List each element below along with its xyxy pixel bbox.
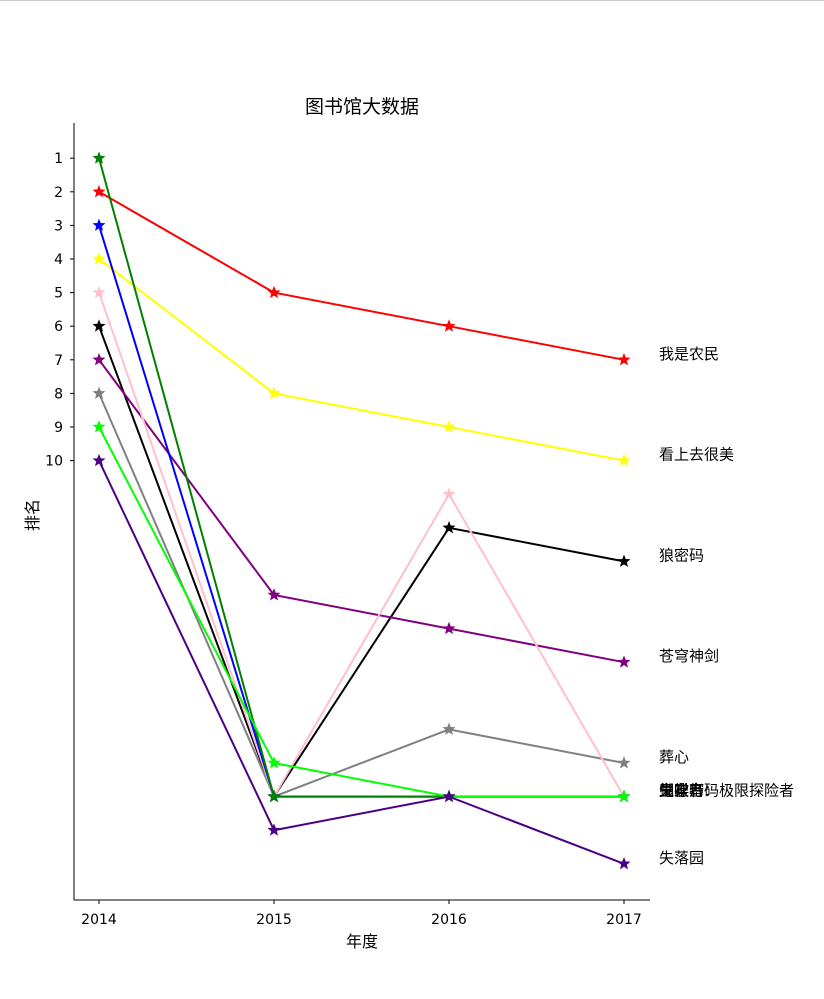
series-end-label: 狼密码 [659, 546, 704, 564]
series-line [98, 393, 625, 798]
data-point-star [92, 319, 106, 332]
data-point-star [267, 789, 281, 803]
series-end-label: 我是农民 [659, 345, 719, 363]
data-point-star [92, 453, 106, 467]
y-tick-label: 9 [54, 420, 63, 436]
data-point-star [442, 789, 456, 803]
x-axis-label: 年度 [346, 932, 378, 951]
data-point-star [617, 655, 631, 668]
data-point-star [442, 420, 456, 433]
x-tick-label: 2015 [256, 912, 292, 928]
x-tick-label: 2014 [81, 912, 117, 928]
series-line [98, 359, 625, 664]
window-top-border [0, 0, 824, 1]
y-tick-label: 8 [54, 386, 63, 402]
data-point-star [92, 184, 106, 198]
data-point-star [442, 722, 456, 735]
series-end-label: 天堂鸟 [659, 782, 704, 800]
series-line [98, 190, 625, 361]
y-tick-label: 10 [45, 454, 63, 470]
data-point-star [442, 487, 456, 500]
series-line [98, 258, 625, 462]
series-end-label: 苍穹神剑 [659, 647, 719, 665]
data-point-star [442, 621, 456, 635]
series-end-label: 葬心 [659, 748, 689, 766]
data-point-star [267, 823, 281, 836]
data-point-star [617, 789, 631, 803]
data-point-star [92, 285, 106, 299]
series-line [98, 157, 624, 798]
x-tick-label: 2016 [431, 912, 467, 928]
y-ticks: 1 2 3 4 5 6 7 8 9 10 [45, 151, 74, 470]
data-point-star [92, 386, 106, 399]
data-point-star [92, 252, 106, 265]
series-line [98, 325, 625, 799]
series-line [98, 225, 624, 798]
series-lines [98, 157, 625, 865]
data-point-star [267, 588, 281, 601]
data-point-star [92, 352, 106, 366]
series-line [98, 426, 624, 798]
y-tick-label: 7 [54, 353, 63, 369]
series-end-label: 生存者：极限探险者 [659, 782, 794, 800]
data-point-star [617, 554, 631, 567]
series-end-label: 失落园 [659, 849, 704, 867]
data-point-star [267, 285, 281, 299]
y-tick-label: 1 [54, 151, 63, 167]
x-tick-label: 2017 [606, 912, 642, 928]
series-line [98, 292, 625, 799]
x-ticks: 2014 2015 2016 2017 [81, 900, 642, 928]
y-tick-label: 4 [54, 252, 63, 268]
data-point-star [92, 151, 106, 164]
y-tick-label: 6 [54, 319, 63, 335]
data-point-star [617, 856, 631, 870]
chart-title: 图书馆大数据 [305, 96, 419, 118]
data-point-star [442, 520, 456, 534]
series-end-label: 蝴蝶密码 [659, 782, 719, 800]
data-point-star [267, 756, 281, 769]
y-axis-label: 排名 [23, 499, 42, 531]
y-tick-label: 2 [54, 185, 63, 201]
y-tick-label: 3 [54, 218, 63, 234]
series-line [98, 460, 625, 865]
series-end-label: 看上去很美 [659, 446, 734, 464]
data-point-star [442, 319, 456, 332]
data-point-star [92, 420, 106, 433]
data-point-star [617, 756, 631, 769]
data-point-star [617, 453, 631, 467]
series-markers [92, 151, 631, 870]
y-tick-label: 5 [54, 286, 63, 302]
data-point-star [617, 352, 631, 366]
data-point-star [92, 218, 106, 231]
data-point-star [267, 386, 281, 399]
series-end-label: 鬼吹灯 [659, 782, 704, 800]
